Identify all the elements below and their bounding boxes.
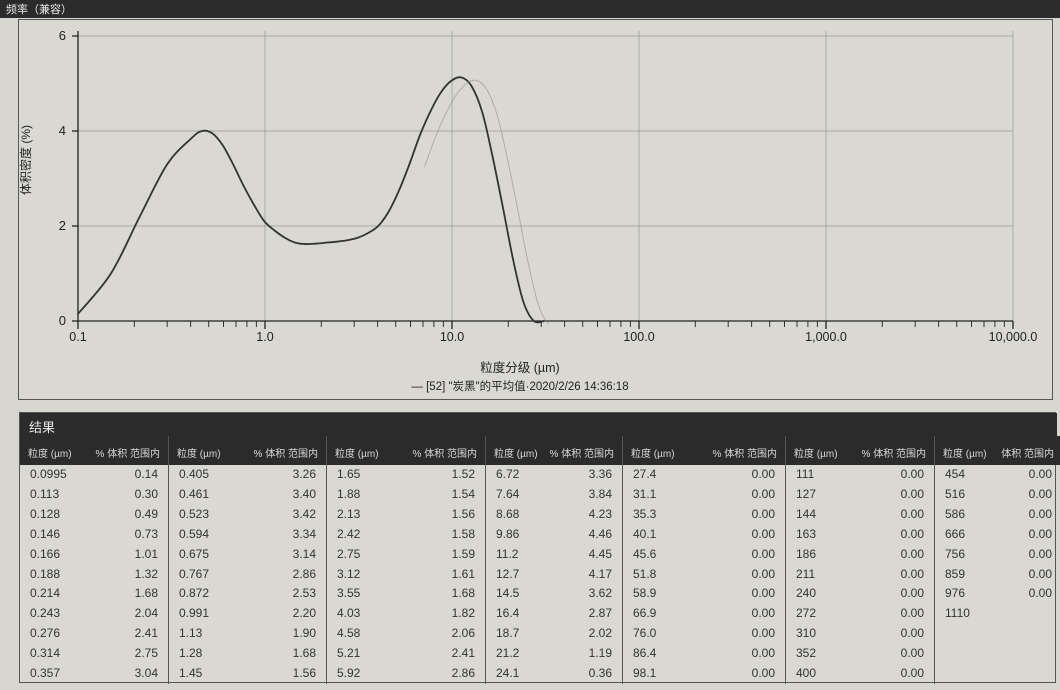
svg-text:1,000.0: 1,000.0 bbox=[805, 330, 847, 344]
svg-text:1.0: 1.0 bbox=[256, 330, 273, 344]
svg-text:0: 0 bbox=[59, 313, 66, 328]
svg-text:6: 6 bbox=[59, 28, 66, 43]
svg-text:4: 4 bbox=[59, 123, 66, 138]
svg-text:100.0: 100.0 bbox=[623, 330, 654, 344]
svg-text:2: 2 bbox=[59, 218, 66, 233]
svg-text:10.0: 10.0 bbox=[440, 330, 464, 344]
svg-text:0.1: 0.1 bbox=[69, 330, 86, 344]
svg-text:10,000.0: 10,000.0 bbox=[989, 330, 1038, 344]
